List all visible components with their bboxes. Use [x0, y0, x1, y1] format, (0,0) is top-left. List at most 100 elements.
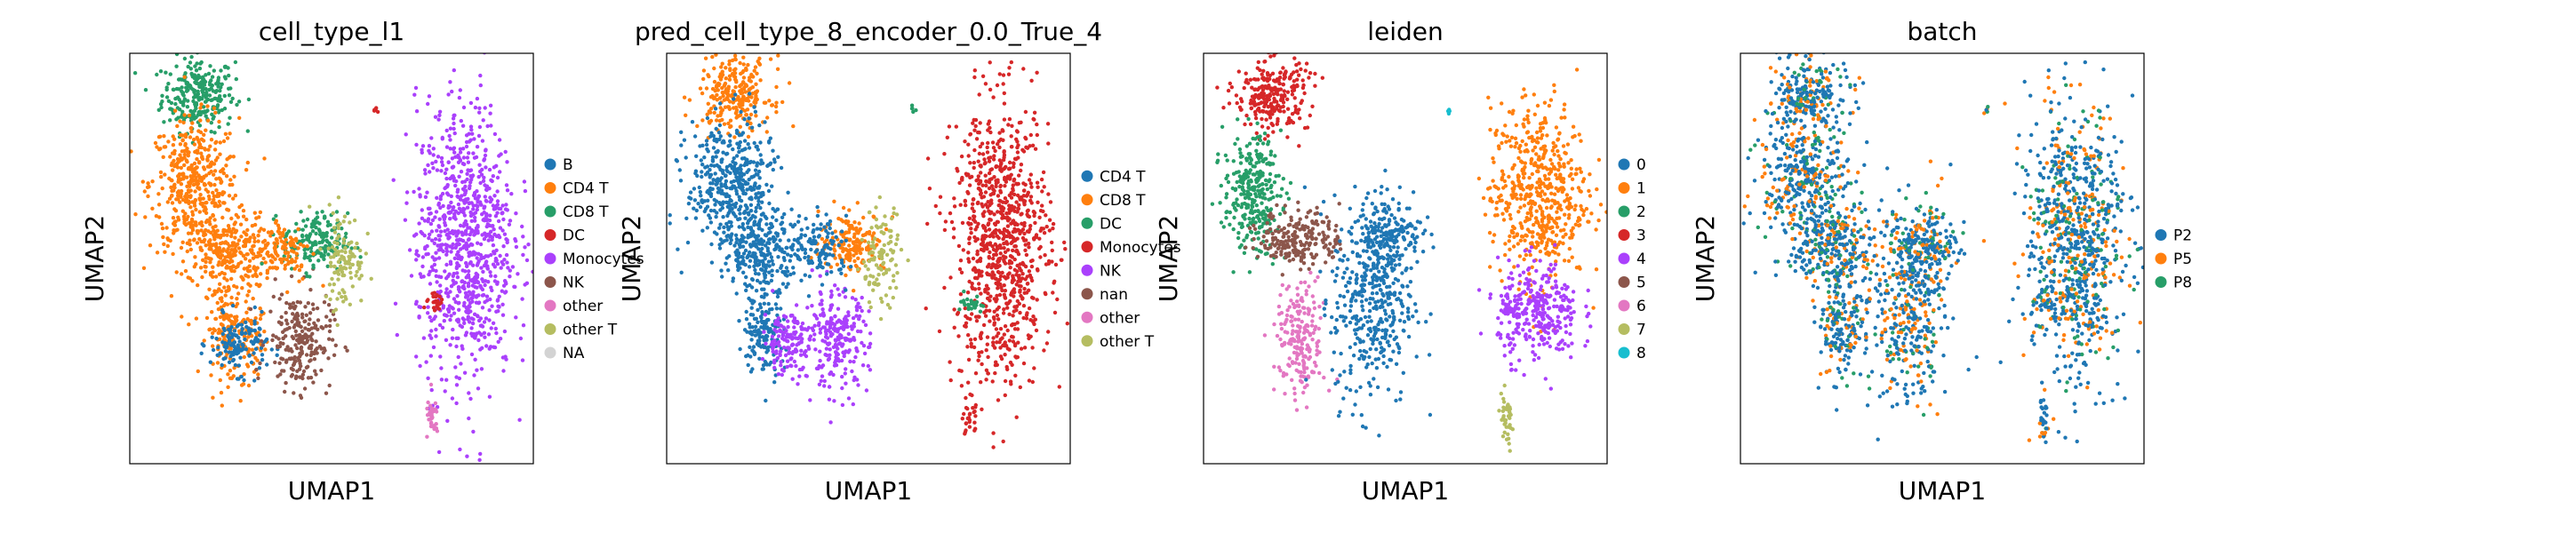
cell-point: [834, 338, 838, 343]
cell-point: [235, 102, 239, 107]
cell-point: [774, 110, 779, 115]
cell-point: [762, 326, 766, 330]
cell-point: [849, 265, 853, 269]
cell-point: [1027, 269, 1032, 274]
cell-point: [781, 231, 787, 235]
cell-point: [306, 235, 311, 241]
cell-point: [478, 242, 484, 247]
cell-point: [750, 325, 755, 330]
cell-point: [436, 224, 441, 228]
cell-point: [180, 209, 185, 213]
cell-point: [485, 254, 491, 259]
cell-point: [996, 398, 1001, 402]
cell-point: [292, 391, 296, 395]
cell-point: [827, 341, 832, 346]
cell-point: [734, 80, 739, 84]
cell-point: [854, 226, 859, 231]
cell-point: [833, 229, 837, 234]
cell-point: [775, 290, 780, 296]
cell-point: [504, 203, 508, 207]
cell-point: [734, 192, 740, 196]
cell-point: [504, 183, 509, 187]
cell-point: [1055, 297, 1060, 302]
cell-point: [420, 144, 426, 148]
cell-point: [252, 339, 257, 344]
cell-point: [493, 326, 498, 331]
legend-label: Monocytes: [563, 251, 644, 268]
cell-point: [868, 274, 873, 278]
cell-point: [227, 194, 232, 198]
cell-point: [259, 227, 263, 231]
cell-point: [172, 151, 177, 156]
cell-point: [218, 203, 222, 208]
cell-point: [451, 231, 456, 236]
cell-point: [214, 89, 219, 93]
cell-point: [207, 243, 212, 247]
cell-point: [184, 85, 188, 90]
cell-point: [434, 210, 439, 214]
cell-point: [717, 118, 722, 123]
cell-point: [852, 220, 857, 225]
cell-point: [236, 346, 240, 351]
cell-point: [467, 391, 471, 395]
cell-point: [428, 170, 432, 174]
cell-point: [439, 366, 444, 370]
cell-point: [287, 302, 292, 306]
cell-point: [842, 354, 846, 359]
cell-point: [429, 136, 434, 140]
cell-point: [892, 211, 896, 216]
cell-point: [765, 115, 770, 120]
cell-point: [869, 226, 874, 230]
cell-point: [171, 168, 175, 172]
cell-point: [738, 217, 742, 221]
cell-point: [238, 355, 243, 360]
cell-point: [475, 207, 479, 212]
cell-point: [980, 183, 985, 187]
cell-point: [259, 338, 264, 344]
cell-point: [708, 220, 714, 225]
cell-point: [991, 146, 996, 150]
cell-point: [283, 263, 288, 268]
cell-point: [188, 205, 193, 210]
cell-point: [839, 258, 844, 263]
cell-point: [457, 206, 462, 211]
cell-point: [844, 381, 848, 386]
cell-point: [828, 330, 833, 334]
cell-point: [847, 243, 852, 248]
cell-point: [748, 79, 753, 84]
cell-point: [728, 67, 732, 71]
cell-point: [766, 259, 772, 264]
cell-point: [249, 328, 254, 333]
cell-point: [864, 388, 869, 393]
cell-point: [830, 235, 836, 240]
legend-item: CD4 T: [544, 180, 609, 198]
cell-point: [854, 304, 860, 309]
cell-point: [198, 245, 203, 250]
cell-point: [284, 300, 289, 306]
cell-point: [333, 343, 338, 347]
cell-point: [869, 244, 874, 249]
cell-point: [753, 267, 757, 273]
cell-point: [161, 155, 165, 159]
cell-point: [740, 254, 744, 259]
cell-point: [744, 240, 748, 244]
cell-point: [733, 67, 738, 71]
cell-point: [846, 331, 851, 337]
cell-point: [178, 119, 182, 123]
cell-point: [724, 173, 728, 178]
cell-point: [183, 132, 188, 137]
cell-point: [762, 264, 766, 268]
cell-point: [687, 98, 692, 102]
cell-point: [757, 123, 762, 128]
cell-point: [433, 236, 438, 242]
legend-marker: [544, 346, 556, 359]
cell-point: [203, 205, 207, 210]
cell-point: [491, 224, 495, 228]
cell-point: [488, 111, 492, 115]
cell-point: [213, 158, 219, 163]
cell-point: [866, 240, 871, 245]
cell-point: [488, 297, 492, 302]
cell-point: [213, 274, 219, 279]
cell-point: [786, 282, 790, 286]
cell-point: [236, 99, 242, 104]
